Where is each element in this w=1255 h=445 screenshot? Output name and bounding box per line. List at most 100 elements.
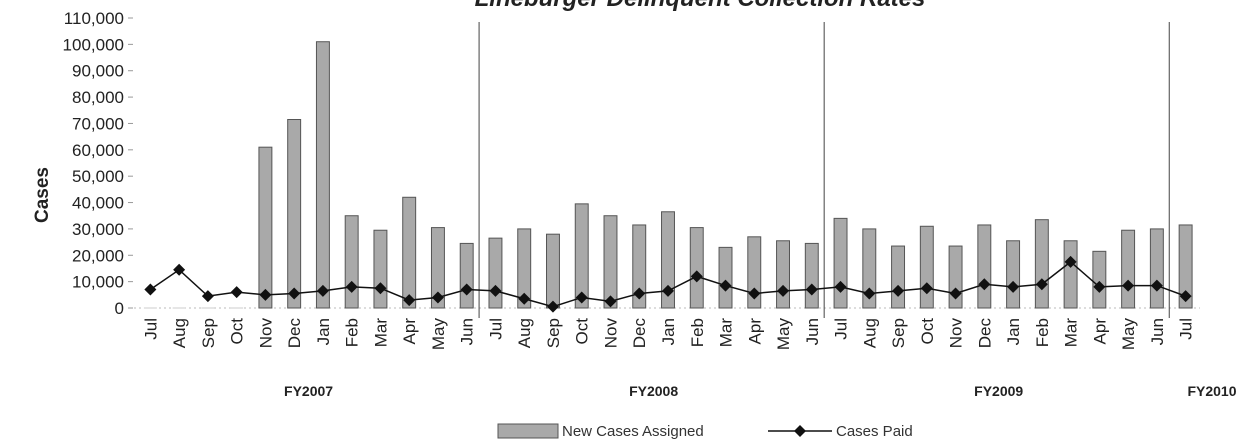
cases-paid-point: [719, 279, 732, 292]
bar: [488, 237, 503, 309]
bar: [1178, 224, 1193, 309]
x-tick-label: Oct: [918, 318, 937, 345]
x-tick-label: Jun: [458, 318, 477, 345]
cases-paid-point: [1122, 279, 1135, 292]
fiscal-year-label: FY2008: [629, 383, 678, 399]
x-tick-label: Jan: [1004, 318, 1023, 345]
x-tick-label: Aug: [515, 318, 534, 348]
cases-paid-point: [949, 287, 962, 300]
fiscal-year-labels: FY2007 FY2008 FY2009 FY2010: [284, 383, 1237, 399]
x-tick-label: Sep: [889, 318, 908, 348]
cases-paid-point: [690, 270, 703, 283]
x-tick-label: Oct: [573, 318, 592, 345]
x-tick-label: Mar: [1062, 318, 1081, 348]
bar: [1121, 229, 1136, 309]
cases-paid-point: [288, 287, 301, 300]
cases-paid-point: [662, 284, 674, 297]
x-tick-label: Feb: [1033, 318, 1052, 347]
y-tick-label: 50,000: [72, 167, 124, 186]
bar: [517, 228, 532, 309]
cases-paid-point: [460, 283, 473, 296]
cases-paid-point: [144, 283, 157, 296]
x-tick-label: Dec: [975, 318, 994, 349]
x-tick-label: Nov: [947, 318, 966, 349]
cases-paid-point: [1150, 279, 1163, 292]
y-tick-label: 110,000: [64, 9, 124, 28]
x-tick-label: May: [429, 318, 448, 351]
y-tick-label: 10,000: [72, 273, 124, 292]
cases-paid-point: [489, 284, 502, 297]
legend-label-cases-paid: Cases Paid: [836, 423, 913, 440]
cases-paid-point: [748, 287, 761, 300]
y-axis: 0 10,000 20,000 30,000 40,000 50,000 60,000 70,…: [63, 9, 1200, 318]
x-tick-label: Jul: [832, 318, 851, 340]
chart-title: Lineburger Delinquent Collection Rates: [475, 0, 926, 12]
x-tick-label: Dec: [285, 318, 304, 349]
cases-paid-point: [978, 278, 991, 291]
legend-swatch-new-cases: [497, 423, 559, 439]
bar: [891, 245, 906, 309]
x-tick-label: Jun: [803, 318, 822, 345]
x-tick-label: May: [774, 318, 793, 351]
bar: [862, 228, 877, 309]
cases-paid-point: [201, 290, 214, 303]
x-tick-label: Feb: [688, 318, 707, 347]
bar: [1149, 228, 1164, 309]
x-tick-label: Jul: [1177, 318, 1196, 340]
x-tick-label: Jan: [659, 318, 678, 345]
bar: [1006, 240, 1021, 309]
bar: [804, 242, 819, 309]
bar: [402, 196, 417, 309]
cases-paid-point: [892, 284, 905, 297]
y-tick-label: 40,000: [72, 194, 124, 213]
cases-paid-point: [777, 284, 790, 297]
cases-paid-point: [604, 295, 617, 308]
bar: [977, 224, 992, 309]
x-tick-label: Aug: [170, 318, 189, 348]
cases-paid-point: [230, 286, 243, 299]
x-tick-label: Jun: [1148, 318, 1167, 345]
bar: [1034, 219, 1049, 309]
x-tick-label: May: [1119, 318, 1138, 351]
bar: [689, 227, 704, 309]
legend-label-new-cases: New Cases Assigned: [562, 423, 704, 440]
bar: [919, 225, 934, 309]
x-tick-label: Oct: [228, 318, 247, 345]
y-tick-label: 0: [115, 299, 124, 318]
bar: [1092, 250, 1107, 309]
cases-paid-point: [834, 280, 847, 293]
bar: [747, 236, 762, 309]
x-tick-label: Jan: [314, 318, 333, 345]
x-tick-label: Jul: [486, 318, 505, 340]
bar: [718, 246, 733, 309]
bar: [287, 119, 302, 309]
cases-paid-point: [403, 294, 416, 307]
bar: [603, 215, 618, 309]
bar: [344, 215, 359, 309]
bar: [574, 203, 589, 309]
fiscal-year-label: FY2007: [284, 383, 333, 399]
x-tick-label: Apr: [400, 318, 419, 345]
bar: [373, 229, 388, 309]
y-tick-label: 100,000: [63, 35, 124, 54]
bar: [546, 233, 560, 309]
bar: [776, 240, 790, 309]
cases-paid-point: [259, 288, 272, 301]
cases-paid-point: [1179, 290, 1192, 303]
cases-paid-point: [1093, 280, 1106, 293]
cases-paid-point: [575, 291, 588, 304]
cases-paid-point: [546, 300, 559, 313]
cases-paid-point: [633, 287, 646, 300]
bar: [430, 227, 445, 309]
x-tick-label: Aug: [860, 318, 879, 348]
fiscal-year-label: FY2010: [1187, 383, 1236, 399]
x-tick-label: Dec: [630, 318, 649, 349]
cases-paid-point: [345, 280, 358, 293]
x-tick-label: Nov: [601, 318, 620, 349]
cases-paid-point: [173, 263, 186, 276]
x-tick-label: Apr: [745, 318, 764, 345]
x-tick-label: Apr: [1090, 318, 1109, 345]
legend-marker-cases-paid: [794, 425, 806, 437]
y-axis-label: Cases: [32, 167, 53, 223]
